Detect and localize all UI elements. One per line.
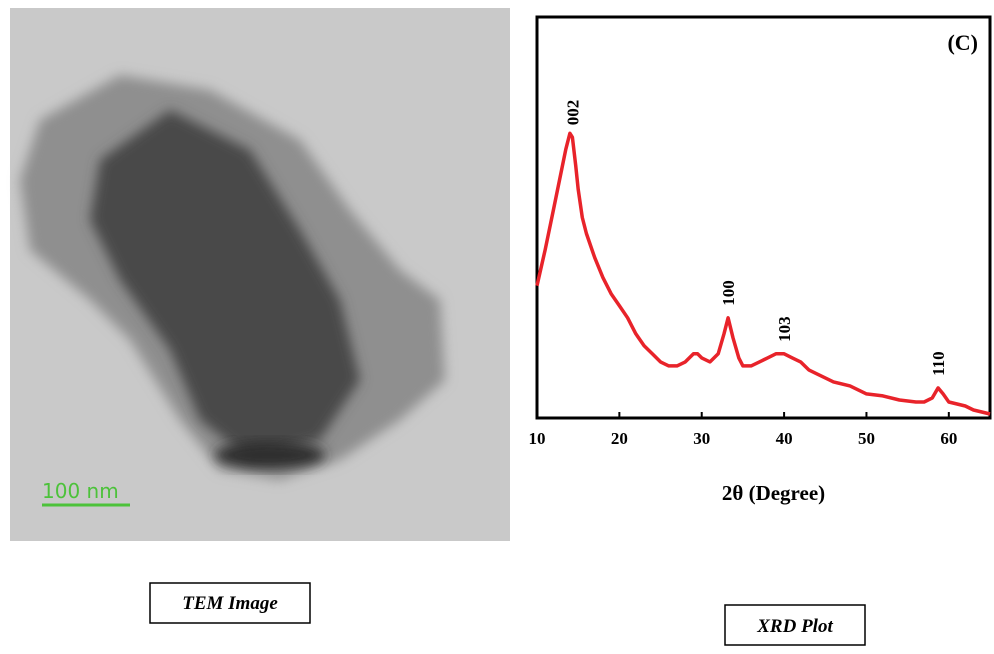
- tem-image: 100 nm: [10, 8, 510, 541]
- xrd-caption: XRD Plot: [756, 616, 833, 637]
- page: 100 nm TEM Image XRD Plot 10 20 30 40 50 60 2θ…: [0, 0, 994, 654]
- xrd-line: [537, 133, 990, 414]
- figure: 100 nm TEM Image XRD Plot 10 20 30 40 50 60 2θ…: [0, 0, 994, 654]
- xrd-plot: 10 20 30 40 50 60 2θ (Degree) (C) 002 100 103 110: [529, 17, 991, 505]
- peak-label: 103: [775, 316, 794, 342]
- peak-label: 110: [929, 351, 948, 376]
- tem-caption: TEM Image: [182, 593, 278, 614]
- x-tick-label: 10: [529, 429, 546, 448]
- plot-frame: [537, 17, 990, 418]
- scale-label: 100 nm: [42, 479, 119, 503]
- x-tick-label: 60: [940, 429, 957, 448]
- x-tick-label: 20: [611, 429, 628, 448]
- x-tick-label: 50: [858, 429, 875, 448]
- x-axis-label: 2θ (Degree): [722, 481, 825, 505]
- tem-fold: [215, 441, 325, 469]
- peak-label: 002: [563, 100, 582, 126]
- x-tick-label: 30: [693, 429, 710, 448]
- peak-label: 100: [719, 280, 738, 306]
- panel-label: (C): [947, 30, 978, 55]
- x-tick-label: 40: [776, 429, 793, 448]
